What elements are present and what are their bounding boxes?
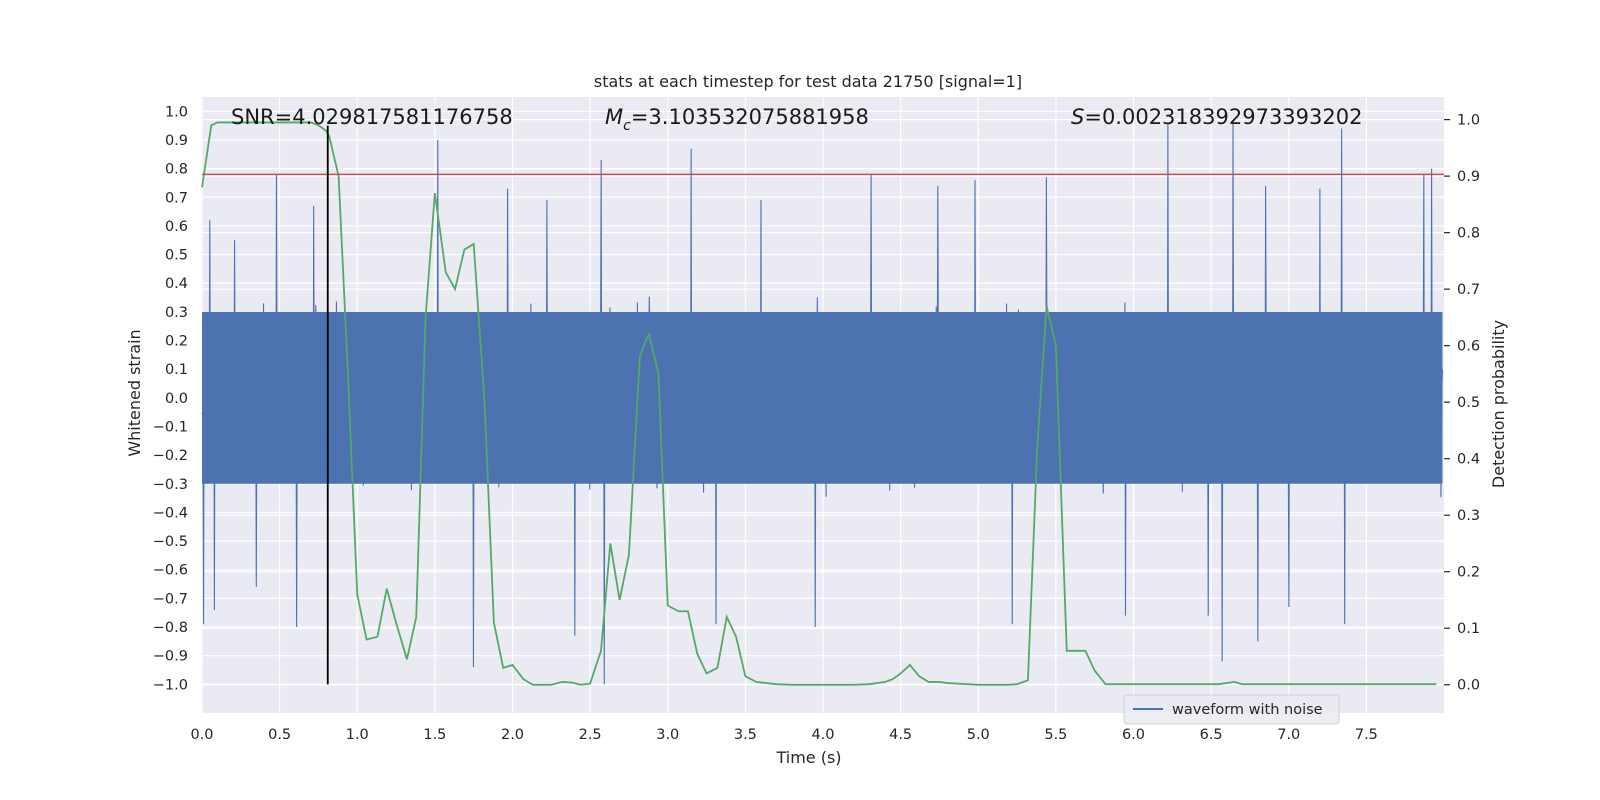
y-tick-label: −0.3 — [153, 477, 188, 493]
probability-line — [201, 121, 1437, 686]
y2-tick-label: 0.2 — [1457, 565, 1480, 581]
x-axis-ticks: 0.0 0.5 1.0 1.5 2.0 2.5 3.0 3.5 4.0 4.5 5.0 5.5 6.0 6… — [190, 727, 1377, 743]
y-tick-label: −0.9 — [153, 649, 188, 665]
y2-tick-label: 0.0 — [1457, 678, 1480, 694]
s-annotation: S=0.002318392973393202 — [1071, 105, 1362, 129]
y-tick-label: 0.4 — [165, 276, 188, 292]
y2-tick-label: 0.9 — [1457, 169, 1480, 185]
y2-tick-label: 0.3 — [1457, 508, 1480, 524]
y2-tick-label: 0.6 — [1457, 339, 1480, 355]
waveform-series — [201, 122, 1443, 685]
chirp-mass-symbol: M — [605, 105, 623, 129]
x-tick-label: 1.0 — [346, 727, 369, 743]
x-axis-label: Time (s) — [775, 748, 841, 767]
x-tick-label: 2.5 — [579, 727, 602, 743]
y2-tick-label: 0.8 — [1457, 226, 1480, 242]
probability-series — [201, 121, 1437, 686]
y-tick-label: −0.1 — [153, 419, 188, 435]
x-tick-label: 6.0 — [1122, 727, 1145, 743]
legend-box — [1123, 694, 1340, 725]
y-tick-label: 0.9 — [165, 133, 188, 149]
y-tick-label: 0.1 — [165, 362, 188, 378]
waveform-noise-band — [202, 311, 1443, 484]
y-tick-label: −1.0 — [153, 677, 188, 693]
y-tick-label: −0.7 — [153, 591, 188, 607]
y-tick-label: −0.6 — [153, 563, 188, 579]
y2-axis-label: Detection probability — [1489, 320, 1508, 488]
x-tick-label: 4.0 — [811, 727, 834, 743]
x-tick-label: 6.5 — [1200, 727, 1223, 743]
chirp-mass-subscript: c — [623, 118, 631, 134]
y2-tick-label: 0.5 — [1457, 395, 1480, 411]
y-tick-label: 0.5 — [165, 248, 188, 264]
y-tick-label: −0.5 — [153, 534, 188, 550]
x-tick-label: 5.5 — [1044, 727, 1067, 743]
x-tick-label: 3.5 — [734, 727, 757, 743]
x-tick-label: 7.0 — [1277, 727, 1300, 743]
x-tick-label: 4.5 — [889, 727, 912, 743]
x-tick-label: 7.5 — [1355, 727, 1378, 743]
y-tick-label: −0.4 — [153, 505, 188, 521]
snr-annotation: SNR=4.029817581176758 — [231, 105, 513, 129]
y-tick-label: 0.7 — [165, 190, 188, 206]
y2-axis-ticks: 1.0 0.9 0.8 0.7 0.6 0.5 0.4 0.3 0.2 0.1 0.0 — [1444, 113, 1480, 694]
chirp-mass-annotation: Mc=3.103532075881958 — [605, 105, 869, 134]
y2-tick-label: 0.7 — [1457, 282, 1480, 298]
y2-tick-label: 0.1 — [1457, 621, 1480, 637]
y-tick-label: 0.6 — [165, 219, 188, 235]
x-tick-label: 3.0 — [656, 727, 679, 743]
chart-title: stats at each timestep for test data 217… — [594, 72, 1022, 91]
y-axis-label: Whitened strain — [125, 329, 144, 456]
y-tick-label: 0.3 — [165, 305, 188, 321]
x-tick-label: 0.0 — [190, 727, 213, 743]
x-tick-label: 1.5 — [423, 727, 446, 743]
y2-tick-label: 1.0 — [1457, 113, 1480, 129]
y-tick-label: 0.8 — [165, 162, 188, 178]
y-axis-ticks: 1.0 0.9 0.8 0.7 0.6 0.5 0.4 0.3 0.2 0.1 0.0 −0.1 −0.… — [153, 104, 188, 693]
legend-label: waveform with noise — [1172, 702, 1323, 718]
x-tick-label: 2.0 — [501, 727, 524, 743]
y-tick-label: −0.8 — [153, 620, 188, 636]
y-tick-label: 0.0 — [165, 391, 188, 407]
s-symbol: S — [1071, 105, 1084, 129]
s-value: =0.002318392973393202 — [1084, 105, 1362, 129]
legend: waveform with noise — [1123, 694, 1340, 725]
x-tick-label: 5.0 — [967, 727, 990, 743]
y2-tick-label: 0.4 — [1457, 452, 1480, 468]
x-tick-label: 0.5 — [268, 727, 291, 743]
chirp-mass-value: =3.103532075881958 — [631, 105, 869, 129]
y-tick-label: 0.2 — [165, 334, 188, 350]
y-tick-label: 1.0 — [165, 104, 188, 120]
y-tick-label: −0.2 — [153, 448, 188, 464]
